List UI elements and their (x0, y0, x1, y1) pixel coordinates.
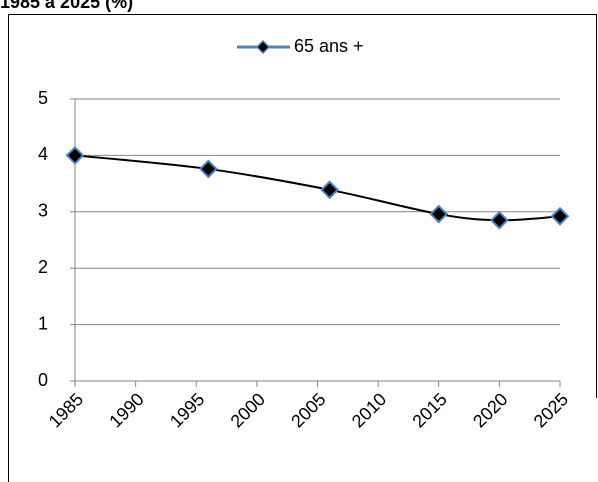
point-marker (198, 159, 218, 179)
chart-frame (8, 14, 597, 482)
y-tick-label: 0 (38, 370, 48, 390)
point-marker (65, 145, 85, 165)
legend-marker (255, 39, 271, 55)
point-marker (489, 210, 509, 230)
chart-title: 1985 à 2025 (%) (0, 0, 133, 12)
y-tick-label: 4 (38, 144, 48, 164)
y-tick-label: 1 (38, 313, 48, 333)
point-marker (429, 204, 449, 224)
point-marker (320, 180, 340, 200)
y-tick-label: 2 (38, 257, 48, 277)
y-tick-label: 5 (38, 88, 48, 108)
point-marker (550, 206, 570, 226)
y-tick-label: 3 (38, 201, 48, 221)
legend-label: 65 ans + (294, 36, 364, 56)
